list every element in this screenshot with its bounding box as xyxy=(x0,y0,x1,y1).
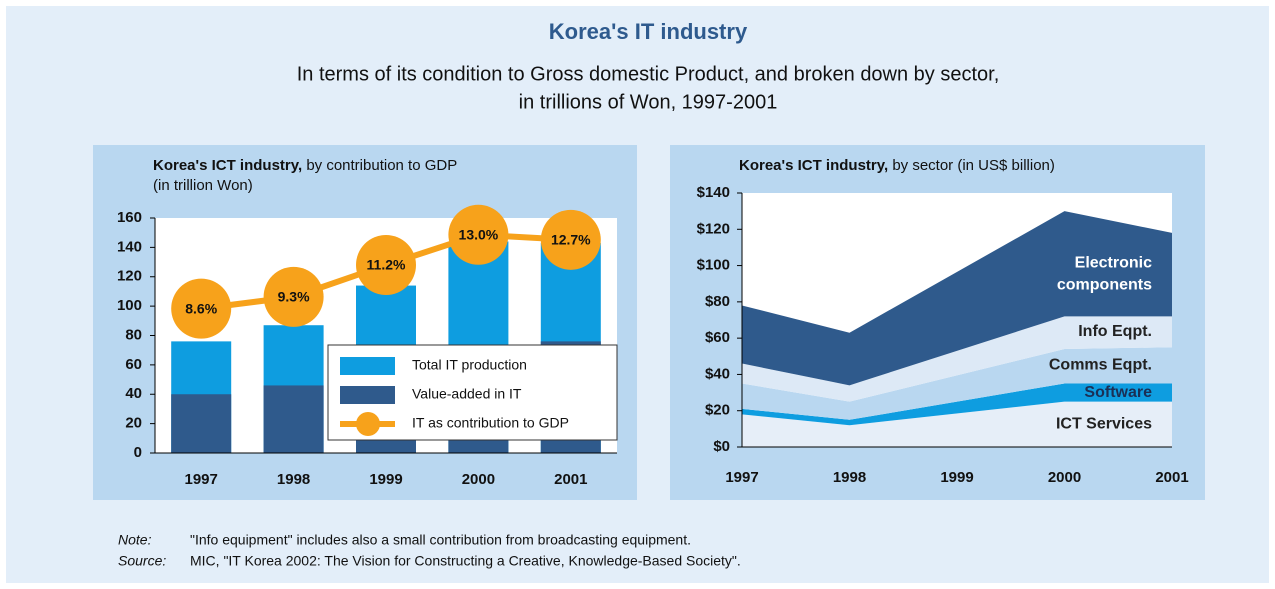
series-label-line: components xyxy=(1057,277,1152,294)
y-tick-label: 120 xyxy=(117,268,142,285)
x-tick-label: 2000 xyxy=(462,471,495,488)
x-tick-label: 2000 xyxy=(1048,469,1081,486)
data-label: 8.6% xyxy=(185,300,217,316)
point xyxy=(171,278,232,339)
y-tick-label: 80 xyxy=(125,326,142,343)
legend-label: Total IT production xyxy=(412,357,527,373)
y-tick-label: $120 xyxy=(697,220,730,237)
chart-sector: $0 $20 $40 $60 $80 $100 $120 $140 1997 1998 1999 20… xyxy=(697,184,1189,486)
title: Korea's IT industry xyxy=(549,19,748,44)
x-tick-label: 2001 xyxy=(1155,469,1188,486)
area xyxy=(742,383,1172,426)
subtitle: In terms of its condition to Gross domes… xyxy=(297,63,1000,85)
chart-title: Korea's ICT industry, by sector (in US$ … xyxy=(739,157,1055,174)
series-label: ICT Services xyxy=(1056,416,1152,433)
y-tick-label: 40 xyxy=(125,385,142,402)
point xyxy=(540,209,601,270)
chart-gdp: 0 20 40 60 80 100 120 140 160 1997 1998 1999 2000 200… xyxy=(117,204,618,488)
point xyxy=(263,266,324,327)
x-tick-label: 1999 xyxy=(369,471,402,488)
x-tick-label: 1998 xyxy=(833,469,866,486)
chart-subtitle: (in trillion Won) xyxy=(153,177,253,194)
data-label: 9.3% xyxy=(278,289,310,305)
point xyxy=(448,204,509,265)
data-label: 11.2% xyxy=(367,257,406,273)
x-tick-label: 2001 xyxy=(554,471,587,488)
legend-label: IT as contribution to GDP xyxy=(412,415,569,431)
point xyxy=(356,235,416,295)
y-tick-label: 20 xyxy=(125,415,142,432)
data-label: 12.7% xyxy=(551,232,591,248)
x-tick-label: 1997 xyxy=(725,469,758,486)
area xyxy=(742,211,1172,386)
source-label: Source: xyxy=(118,553,166,569)
x-tick-label: 1999 xyxy=(940,469,973,486)
chart-title: Korea's ICT industry, by contribution to… xyxy=(153,157,457,174)
y-tick-label: 160 xyxy=(117,209,142,226)
bar xyxy=(171,394,232,453)
y-tick-label: $60 xyxy=(705,329,730,346)
series-label: Software xyxy=(1084,384,1152,401)
series-label: Comms Eqpt. xyxy=(1049,357,1152,374)
y-tick-label: $20 xyxy=(705,402,730,419)
y-tick-label: $140 xyxy=(697,184,730,201)
source-text: MIC, "IT Korea 2002: The Vision for Cons… xyxy=(190,553,741,569)
x-tick-label: 1997 xyxy=(185,471,218,488)
chart-title-rest: by contribution to GDP xyxy=(302,157,457,174)
y-tick-label: $40 xyxy=(705,365,730,382)
legend-swatch xyxy=(340,386,395,404)
y-tick-label: 100 xyxy=(117,297,142,314)
y-tick-label: 60 xyxy=(125,356,142,373)
series-label: Electronic components xyxy=(1057,255,1152,294)
y-tick-label: $100 xyxy=(697,257,730,274)
y-tick-label: $0 xyxy=(713,438,730,455)
series-label: Info Eqpt. xyxy=(1078,323,1152,340)
data-label: 13.0% xyxy=(459,226,499,242)
area xyxy=(742,316,1172,402)
legend-swatch xyxy=(340,357,395,375)
legend-label: Value-added in IT xyxy=(412,386,522,402)
y-tick-label: 0 xyxy=(134,444,142,461)
area xyxy=(742,401,1172,447)
chart-title-bold: Korea's ICT industry, xyxy=(739,157,888,174)
subtitle: in trillions of Won, 1997-2001 xyxy=(519,91,778,113)
chart-title-bold: Korea's ICT industry, xyxy=(153,157,302,174)
legend-swatch xyxy=(356,412,380,436)
note-text: "Info equipment" includes also a small c… xyxy=(190,532,691,548)
x-tick-label: 1998 xyxy=(277,471,310,488)
chart-title-rest: by sector (in US$ billion) xyxy=(888,157,1055,174)
y-tick-label: 140 xyxy=(117,238,142,255)
bar xyxy=(263,385,324,453)
note-label: Note: xyxy=(118,532,152,548)
y-tick-label: $80 xyxy=(705,293,730,310)
series-label-line: Electronic xyxy=(1075,255,1152,272)
